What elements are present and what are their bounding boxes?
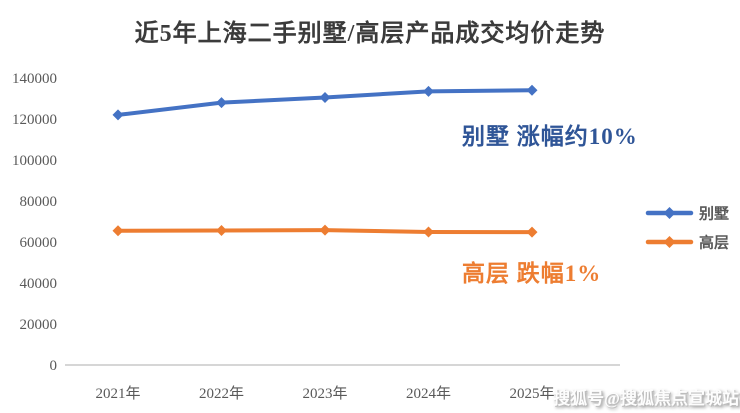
x-axis-tick-label: 2021年 [95, 385, 140, 402]
data-point-marker-高层 [216, 225, 227, 237]
chart-title: 近5年上海二手别墅/高层产品成交均价走势 [134, 21, 606, 47]
legend-label-高层: 高层 [699, 234, 729, 252]
x-axis-tick-label: 2024年 [406, 385, 451, 402]
y-axis-tick-label: 80000 [20, 194, 58, 210]
x-axis-tick-label: 2022年 [199, 385, 244, 402]
legend-marker-高层 [663, 236, 676, 248]
legend-marker-别墅 [663, 207, 676, 219]
x-axis-tick-label: 2023年 [302, 385, 347, 402]
annotation-highrise-change: 高层 跌幅1% [462, 261, 602, 286]
y-axis-tick-label: 140000 [12, 71, 57, 87]
data-point-marker-高层 [319, 224, 331, 236]
data-point-marker-别墅 [216, 97, 227, 109]
data-point-marker-别墅 [423, 85, 434, 97]
watermark-sohu: 搜狐号@搜狐焦点宣城站 [553, 389, 739, 408]
annotation-villa-change: 别墅 涨幅约10% [462, 124, 638, 149]
data-point-marker-别墅 [526, 84, 538, 96]
y-axis-tick-label: 120000 [12, 112, 57, 128]
data-point-marker-高层 [526, 226, 538, 238]
y-axis-tick-label: 60000 [20, 235, 58, 251]
y-axis-tick-label: 20000 [20, 317, 58, 333]
legend-label-别墅: 别墅 [698, 206, 729, 223]
data-point-marker-高层 [112, 225, 124, 237]
x-axis-tick-label: 2025年 [509, 385, 554, 402]
y-axis-tick-label: 0 [50, 358, 58, 374]
y-axis-tick-label: 40000 [20, 276, 58, 292]
data-point-marker-高层 [423, 226, 434, 238]
data-point-marker-别墅 [112, 109, 124, 121]
y-axis-tick-label: 100000 [12, 153, 57, 169]
data-point-marker-别墅 [319, 91, 331, 103]
